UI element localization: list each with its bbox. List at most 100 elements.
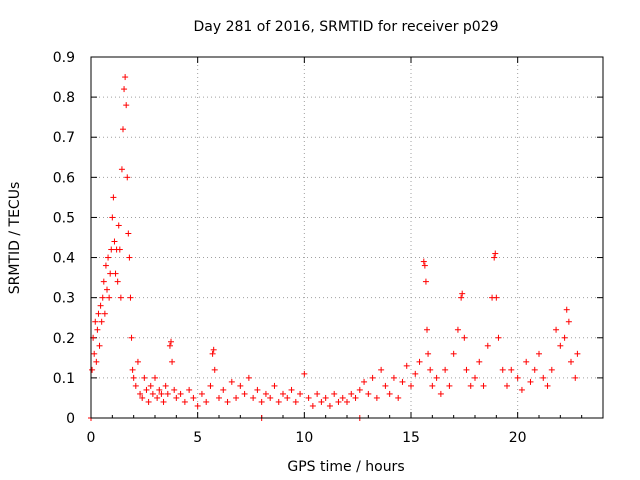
data-point: [331, 390, 338, 397]
y-tick-label: 0.9: [53, 50, 75, 66]
data-point: [548, 366, 555, 373]
data-point: [114, 278, 121, 285]
data-point: [152, 374, 158, 381]
y-axis-label: SRMTID / TECUs: [7, 182, 23, 295]
data-point: [169, 358, 176, 365]
data-point: [158, 390, 165, 397]
data-point: [420, 258, 427, 265]
data-point: [459, 290, 466, 297]
grid: [91, 57, 603, 418]
data-point: [173, 394, 180, 401]
data-point: [557, 342, 564, 349]
data-point: [284, 394, 291, 401]
data-point: [461, 334, 468, 341]
data-point: [106, 294, 113, 301]
data-point: [130, 374, 137, 381]
data-point: [129, 366, 136, 373]
data-point: [476, 358, 483, 365]
data-point: [115, 222, 122, 229]
x-tick-label: 15: [402, 430, 420, 446]
data-point: [139, 394, 146, 401]
data-point: [97, 302, 104, 309]
data-point: [112, 270, 119, 277]
data-point: [143, 386, 150, 393]
y-tick-label: 0.7: [53, 130, 75, 146]
data-point: [127, 294, 134, 301]
data-point: [154, 394, 161, 401]
data-point: [209, 350, 216, 357]
chart-title: Day 281 of 2016, SRMTID for receiver p02…: [193, 19, 498, 35]
data-point: [267, 394, 274, 401]
data-point: [386, 390, 393, 397]
data-point: [141, 374, 148, 381]
data-point: [164, 390, 171, 397]
data-point: [399, 378, 406, 385]
data-point: [95, 310, 102, 317]
data-point: [553, 326, 560, 333]
data-point: [292, 398, 299, 405]
data-point: [102, 262, 109, 269]
data-point: [241, 390, 248, 397]
data-point: [421, 262, 428, 269]
data-point: [194, 402, 201, 409]
data-point: [210, 346, 217, 353]
data-point: [128, 334, 135, 341]
data-point: [181, 398, 188, 405]
data-point: [574, 350, 581, 357]
data-point: [250, 394, 257, 401]
data-point: [378, 366, 385, 373]
data-point: [463, 366, 470, 373]
data-point: [422, 278, 429, 285]
data-point: [93, 358, 100, 365]
data-point: [105, 254, 112, 261]
data-point: [416, 358, 423, 365]
data-point: [203, 398, 210, 405]
data-point: [92, 318, 99, 325]
data-point: [177, 390, 184, 397]
data-point: [495, 334, 502, 341]
data-point: [565, 318, 572, 325]
data-point: [145, 398, 152, 405]
data-point: [118, 166, 125, 173]
data-point: [344, 398, 350, 405]
data-point: [352, 394, 359, 401]
data-point: [117, 294, 124, 301]
data-point: [433, 374, 440, 381]
data-point: [94, 326, 101, 333]
y-tick-label: 0.5: [53, 210, 75, 226]
data-point: [508, 366, 515, 373]
data-point: [568, 358, 574, 365]
y-tick-labels: 0 0.1 0.2 0.3 0.4 0.5 0.6 0.7 0.8 0.9: [53, 50, 75, 427]
x-tick-label: 10: [295, 430, 313, 446]
data-point: [233, 394, 240, 401]
data-point: [101, 310, 108, 317]
data-point: [356, 386, 363, 393]
data-point: [429, 382, 436, 389]
data-point: [207, 382, 214, 389]
data-point: [425, 350, 432, 357]
data-point: [211, 366, 218, 373]
data-point: [254, 386, 261, 393]
y-tick-label: 0.8: [53, 90, 75, 106]
data-series-srmtid: [88, 74, 581, 421]
data-point: [125, 230, 132, 237]
y-tick-label: 0.2: [53, 331, 75, 347]
data-point: [109, 214, 116, 221]
data-point: [190, 394, 197, 401]
data-point: [424, 326, 430, 333]
x-tick-labels: 0 5 10 15 20: [87, 430, 527, 446]
data-point: [318, 398, 325, 405]
y-tick-label: 0.1: [53, 371, 75, 387]
data-point: [160, 398, 167, 405]
data-point: [120, 126, 126, 133]
y-tick-label: 0: [66, 411, 75, 427]
data-point: [262, 390, 269, 397]
x-tick-label: 5: [193, 430, 202, 446]
data-point: [149, 390, 156, 397]
data-point: [314, 390, 321, 397]
data-point: [335, 398, 342, 405]
data-point: [491, 254, 498, 261]
data-point: [572, 374, 579, 381]
data-point: [544, 382, 551, 389]
